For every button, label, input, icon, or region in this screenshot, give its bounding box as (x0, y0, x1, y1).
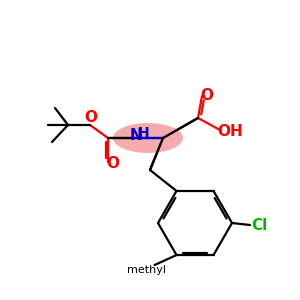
Text: O: O (200, 88, 214, 104)
Text: O: O (106, 155, 119, 170)
Text: Cl: Cl (251, 218, 267, 233)
Text: methyl: methyl (127, 265, 166, 275)
Text: O: O (85, 110, 98, 124)
Text: H: H (138, 126, 150, 140)
Text: OH: OH (217, 124, 243, 139)
Ellipse shape (113, 123, 183, 153)
Text: N: N (130, 128, 142, 143)
